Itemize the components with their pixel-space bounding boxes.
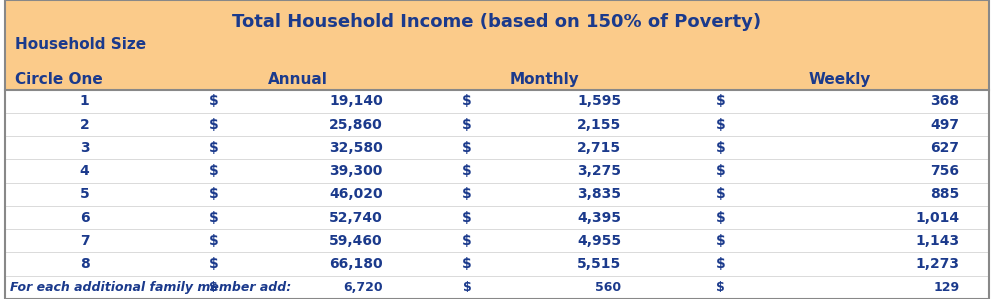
Text: $: $	[716, 118, 726, 132]
Text: 2,715: 2,715	[578, 141, 621, 155]
Text: For each additional family member add:: For each additional family member add:	[10, 281, 291, 294]
Text: $: $	[209, 187, 219, 201]
Text: Weekly: Weekly	[809, 72, 871, 87]
Text: 368: 368	[930, 94, 959, 108]
Text: 8: 8	[80, 257, 89, 271]
Text: 4,955: 4,955	[578, 234, 621, 248]
Text: $: $	[462, 118, 472, 132]
Text: $: $	[210, 281, 218, 294]
Text: 59,460: 59,460	[329, 234, 383, 248]
Text: $: $	[462, 234, 472, 248]
Text: 1,014: 1,014	[915, 210, 959, 225]
Text: 19,140: 19,140	[329, 94, 383, 108]
Text: 627: 627	[930, 141, 959, 155]
Text: 46,020: 46,020	[329, 187, 383, 201]
Text: 497: 497	[930, 118, 959, 132]
Text: $: $	[716, 94, 726, 108]
Text: 3,835: 3,835	[578, 187, 621, 201]
Text: $: $	[209, 257, 219, 271]
Text: $: $	[462, 164, 472, 178]
Text: $: $	[716, 210, 726, 225]
Text: $: $	[209, 94, 219, 108]
Text: $: $	[462, 257, 472, 271]
Text: $: $	[209, 234, 219, 248]
Text: 5: 5	[80, 187, 89, 201]
Text: 885: 885	[930, 187, 959, 201]
Text: $: $	[716, 257, 726, 271]
Text: $: $	[209, 118, 219, 132]
Text: Household Size: Household Size	[15, 37, 146, 52]
Text: $: $	[463, 281, 471, 294]
Text: 1,143: 1,143	[915, 234, 959, 248]
Text: $: $	[209, 141, 219, 155]
Text: 4,395: 4,395	[578, 210, 621, 225]
Text: $: $	[462, 141, 472, 155]
Text: 1,273: 1,273	[915, 257, 959, 271]
Text: 3,275: 3,275	[578, 164, 621, 178]
Text: 66,180: 66,180	[329, 257, 383, 271]
Text: 25,860: 25,860	[329, 118, 383, 132]
Text: $: $	[716, 234, 726, 248]
Text: 4: 4	[80, 164, 89, 178]
Text: $: $	[462, 210, 472, 225]
Text: 1: 1	[80, 94, 89, 108]
Text: 756: 756	[930, 164, 959, 178]
Text: $: $	[462, 187, 472, 201]
Text: 2,155: 2,155	[577, 118, 621, 132]
Text: $: $	[209, 210, 219, 225]
Text: Monthly: Monthly	[509, 72, 580, 87]
Text: $: $	[462, 94, 472, 108]
Text: $: $	[716, 141, 726, 155]
Text: 3: 3	[80, 141, 89, 155]
Text: 6,720: 6,720	[343, 281, 383, 294]
Text: 39,300: 39,300	[329, 164, 383, 178]
Text: $: $	[209, 164, 219, 178]
Text: 2: 2	[80, 118, 89, 132]
Text: Circle One: Circle One	[15, 72, 102, 87]
Text: 5,515: 5,515	[577, 257, 621, 271]
Text: 7: 7	[80, 234, 89, 248]
Text: Annual: Annual	[268, 72, 328, 87]
Text: 1,595: 1,595	[578, 94, 621, 108]
Text: 32,580: 32,580	[329, 141, 383, 155]
Text: $: $	[716, 187, 726, 201]
Text: 52,740: 52,740	[329, 210, 383, 225]
Text: 560: 560	[595, 281, 621, 294]
Text: $: $	[716, 164, 726, 178]
Text: 6: 6	[80, 210, 89, 225]
Text: 129: 129	[933, 281, 959, 294]
Text: Total Household Income (based on 150% of Poverty): Total Household Income (based on 150% of…	[233, 13, 761, 31]
Text: $: $	[717, 281, 725, 294]
FancyBboxPatch shape	[5, 0, 989, 90]
